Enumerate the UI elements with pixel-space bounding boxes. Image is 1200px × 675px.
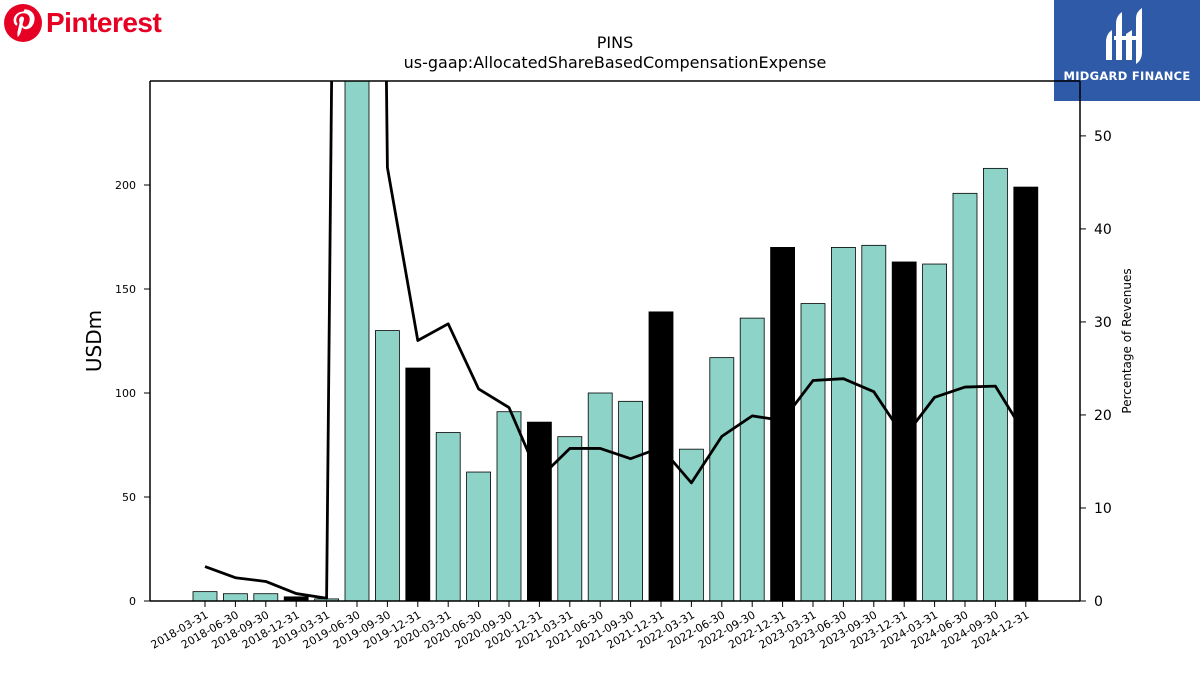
y2-tick-label-40: 40 — [1094, 222, 1112, 238]
y2-tick-label-30: 30 — [1094, 315, 1112, 331]
pinterest-icon — [4, 4, 42, 42]
bar-2018-09-30 — [253, 593, 279, 601]
bar-2018-06-30 — [222, 593, 248, 601]
y-tick-label-0: 0 — [129, 595, 136, 608]
bar-2023-03-31 — [800, 303, 826, 601]
bar-2019-06-30 — [344, 81, 370, 601]
bar-2024-12-31 — [1013, 186, 1039, 601]
pinterest-logo: Pinterest — [4, 4, 162, 42]
midgard-icon — [1106, 8, 1142, 64]
plot-area: 050100150200010203040502018-03-312018-06… — [115, 80, 1112, 652]
chart-subtitle: us-gaap:AllocatedShareBasedCompensationE… — [404, 53, 827, 72]
bar-2023-12-31 — [891, 261, 917, 601]
bar-2024-09-30 — [983, 167, 1008, 601]
bar-2020-03-31 — [435, 432, 461, 601]
y-tick-label-100: 100 — [115, 387, 136, 400]
y2-tick-label-10: 10 — [1094, 501, 1112, 517]
bar-2023-06-30 — [831, 246, 856, 601]
bar-2020-12-31 — [527, 421, 552, 601]
bar-2022-09-30 — [739, 317, 765, 601]
bar-2019-12-31 — [405, 367, 431, 601]
bar-2022-06-30 — [709, 357, 735, 601]
bar-2024-03-31 — [922, 263, 947, 601]
y2-axis-label: Percentage of Revenues — [1120, 268, 1134, 413]
y-tick-label-50: 50 — [122, 491, 136, 504]
bar-2024-06-30 — [952, 192, 978, 601]
y2-tick-label-20: 20 — [1094, 408, 1112, 424]
pinterest-wordmark: Pinterest — [46, 7, 162, 38]
bar-2018-12-31 — [283, 596, 309, 601]
y2-tick-label-0: 0 — [1094, 594, 1103, 610]
bar-2021-06-30 — [587, 392, 613, 601]
bar-2021-09-30 — [618, 400, 643, 601]
midgard-finance-logo: MIDGARD FINANCE — [1054, 0, 1200, 101]
y2-tick-label-50: 50 — [1094, 129, 1112, 145]
series-line-0 — [204, 81, 1027, 600]
y-tick-label-200: 200 — [115, 179, 136, 192]
chart-title: PINS — [597, 33, 634, 52]
midgard-wordmark: MIDGARD FINANCE — [1063, 69, 1191, 83]
bar-2022-12-31 — [770, 246, 795, 601]
bar-2019-09-30 — [374, 330, 400, 601]
bar-2023-09-30 — [861, 244, 887, 601]
bar-2018-03-31 — [192, 591, 218, 601]
y-axis-label: USDm — [82, 310, 106, 372]
bar-2021-03-31 — [557, 436, 583, 601]
bar-2020-09-30 — [496, 411, 522, 601]
bar-2020-06-30 — [466, 471, 492, 601]
y-tick-label-150: 150 — [115, 283, 136, 296]
